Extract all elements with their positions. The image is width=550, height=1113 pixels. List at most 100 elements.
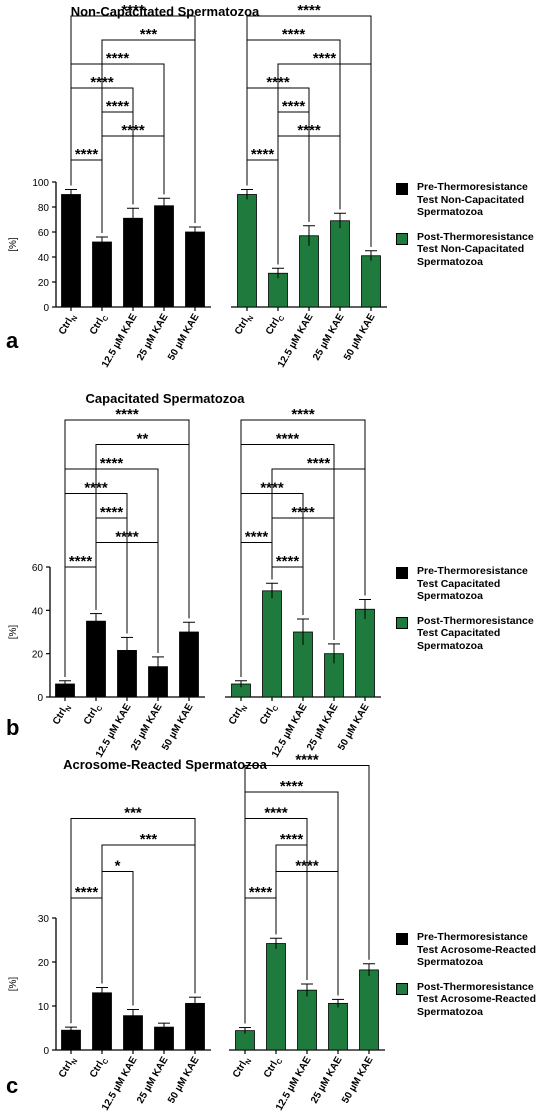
significance-label: ****	[307, 455, 331, 472]
chart-panel-c: Acrosome-Reacted Spermatozoa 0 10 20 30 [%] C…	[0, 752, 550, 1113]
significance-label: ****	[100, 504, 124, 521]
legend-item-post: Post-Thermoresistance Test Acrosome-Reac…	[396, 981, 546, 1019]
x-tick-label: 50 µM KAE	[342, 312, 378, 363]
x-tick-label: CtrlN	[51, 702, 73, 728]
x-tick-label-subscript: N	[71, 1058, 80, 1066]
x-tick-label: CtrlC	[88, 312, 110, 338]
bar	[355, 608, 375, 698]
bar	[330, 220, 350, 308]
bar	[237, 194, 257, 308]
x-tick-label-subscript: C	[278, 315, 287, 323]
significance-label: ****	[121, 2, 145, 19]
significance-label: ****	[282, 98, 306, 115]
x-tick-label-subscript: C	[96, 705, 105, 713]
significance-bracket	[277, 63, 372, 265]
x-tick-label: CtrlN	[57, 1055, 79, 1081]
x-tick-label: 25 µM KAE	[305, 702, 341, 753]
legend-item-pre: Pre-Thermoresistance Test Acrosome-React…	[396, 931, 546, 969]
significance-label: ****	[106, 98, 130, 115]
chart-title: Non-Capacitated Spermatozoa	[70, 4, 260, 19]
legend-label-post: Post-Thermoresistance Test Acrosome-Reac…	[417, 980, 537, 1018]
legend: Pre-Thermoresistance Test Capacitated Sp…	[396, 565, 546, 664]
legend-swatch-post	[396, 982, 408, 995]
x-tick-label-subscript: N	[241, 705, 250, 713]
legend-label-post: Post-Thermoresistance Test Non-Capacitat…	[417, 230, 534, 268]
x-tick-label: 25 µM KAE	[129, 702, 165, 753]
significance-label: ****	[75, 146, 99, 163]
y-tick-label: 40	[32, 606, 44, 617]
x-tick-label: 25 µM KAE	[311, 312, 347, 363]
y-tick-label: 20	[32, 650, 44, 661]
bar	[359, 969, 379, 1051]
x-tick-label: CtrlN	[231, 1055, 253, 1081]
x-tick-label-subscript: N	[65, 705, 74, 713]
x-tick-label: 50 µM KAE	[160, 702, 196, 753]
bar	[154, 205, 174, 308]
bar	[328, 1002, 348, 1051]
bar	[185, 231, 205, 308]
x-tick-label: 50 µM KAE	[166, 312, 202, 363]
legend-item-post: Post-Thermoresistance Test Non-Capacitat…	[396, 231, 546, 269]
significance-label: ****	[245, 529, 269, 546]
significance-bracket	[70, 63, 165, 195]
x-tick-label: CtrlC	[258, 702, 280, 728]
significance-label: ****	[264, 805, 288, 822]
significance-bracket	[240, 419, 366, 677]
x-tick-label-subscript: N	[247, 315, 256, 323]
y-tick-label: 0	[43, 1046, 49, 1057]
panel-letter: a	[6, 328, 19, 353]
x-tick-label-subscript: C	[276, 1058, 285, 1066]
bar	[262, 590, 282, 698]
significance-label: **	[137, 431, 149, 448]
bar	[299, 235, 319, 308]
significance-label: *	[115, 858, 121, 875]
bar	[268, 272, 288, 308]
legend: Pre-Thermoresistance Test Acrosome-React…	[396, 931, 546, 1030]
y-axis-label: [%]	[8, 625, 19, 640]
y-tick-label: 60	[32, 563, 44, 574]
legend-swatch-pre	[396, 567, 408, 579]
significance-label: ****	[291, 406, 315, 423]
x-tick-label-subscript: C	[102, 1058, 111, 1066]
significance-bracket	[64, 468, 159, 677]
x-tick-label-subscript: N	[71, 315, 80, 323]
legend-swatch-post	[396, 616, 408, 629]
significance-label: ****	[115, 406, 139, 423]
y-axis-label: [%]	[8, 977, 19, 992]
y-tick-label: 0	[37, 693, 43, 704]
significance-label: ***	[124, 805, 142, 822]
significance-bracket	[246, 15, 372, 247]
significance-bracket	[64, 419, 190, 677]
y-tick-label: 10	[38, 1002, 50, 1013]
significance-bracket	[244, 765, 370, 1024]
y-tick-label: 60	[38, 228, 50, 239]
x-tick-label: 25 µM KAE	[309, 1055, 345, 1106]
significance-bracket	[70, 818, 196, 1024]
bar	[123, 217, 143, 308]
x-tick-label: CtrlC	[88, 1055, 110, 1081]
y-axis-label: [%]	[8, 237, 19, 252]
legend-item-post: Post-Thermoresistance Test Capacitated S…	[396, 615, 546, 653]
significance-label: ****	[276, 431, 300, 448]
significance-label: ****	[100, 455, 124, 472]
y-tick-label: 30	[38, 914, 50, 925]
chart-panel-a: Non-Capacitated Spermatozoa 0 20 40 60 80 100…	[0, 0, 550, 370]
legend-swatch-pre	[396, 183, 408, 195]
significance-label: ****	[251, 146, 275, 163]
x-tick-label: CtrlC	[82, 702, 104, 728]
legend-label-pre: Pre-Thermoresistance Test Non-Capacitate…	[417, 181, 528, 218]
significance-label: ****	[313, 50, 337, 67]
legend-swatch-pre	[396, 933, 408, 945]
significance-bracket	[101, 871, 134, 1006]
chart-title: Capacitated Spermatozoa	[85, 391, 245, 406]
significance-label: ****	[249, 884, 273, 901]
panel-letter: c	[6, 1073, 19, 1098]
x-tick-label: 50 µM KAE	[166, 1055, 202, 1106]
significance-label: ****	[282, 26, 306, 43]
significance-label: ****	[280, 778, 304, 795]
significance-bracket	[244, 791, 339, 1024]
panel-letter: b	[6, 715, 20, 740]
y-tick-label: 0	[43, 303, 49, 314]
significance-label: ****	[106, 50, 130, 67]
